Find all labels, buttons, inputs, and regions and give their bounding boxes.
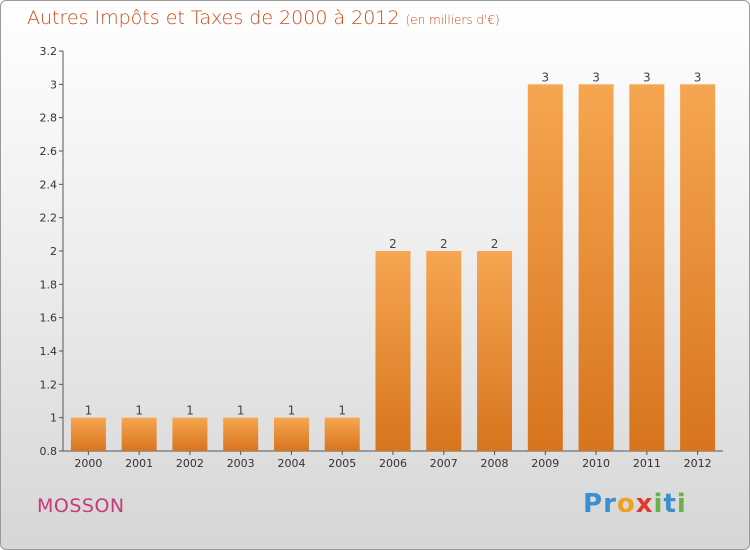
y-tick-label: 1.4 xyxy=(40,345,58,358)
data-label: 1 xyxy=(338,404,346,418)
logo-letter: r xyxy=(603,489,617,519)
chart-subtitle: (en milliers d'€) xyxy=(405,13,500,27)
logo-letter: t xyxy=(663,489,677,519)
x-tick-label: 2008 xyxy=(481,457,509,470)
x-tick-label: 2006 xyxy=(379,457,407,470)
logo-letter: i xyxy=(653,489,664,519)
x-tick-label: 2009 xyxy=(531,457,559,470)
bar xyxy=(578,84,614,451)
logo-letter: P xyxy=(583,489,604,519)
bar xyxy=(426,251,462,451)
y-tick-label: 2.4 xyxy=(40,178,58,191)
commune-name: MOSSON xyxy=(37,495,125,517)
data-label: 1 xyxy=(85,404,93,418)
x-tick-label: 2001 xyxy=(125,457,153,470)
proxiti-logo[interactable]: Proxiti xyxy=(583,489,687,519)
y-tick-label: 1.2 xyxy=(40,378,58,391)
x-tick-label: 2010 xyxy=(582,457,610,470)
y-tick-label: 1.8 xyxy=(40,278,58,291)
bar xyxy=(121,417,157,451)
data-label: 3 xyxy=(541,70,549,84)
data-label: 3 xyxy=(643,70,651,84)
data-label: 1 xyxy=(237,404,245,418)
x-tick-label: 2012 xyxy=(684,457,712,470)
y-tick-label: 2 xyxy=(50,245,57,258)
bar xyxy=(223,417,259,451)
logo-letter: i xyxy=(676,489,687,519)
bar xyxy=(70,417,106,451)
bar xyxy=(527,84,563,451)
data-label: 3 xyxy=(694,70,702,84)
x-tick-label: 2011 xyxy=(633,457,661,470)
chart-title: Autres Impôts et Taxes de 2000 à 2012 (en… xyxy=(27,7,500,29)
data-label: 1 xyxy=(186,404,194,418)
y-tick-label: 1 xyxy=(50,412,57,425)
chart-title-text: Autres Impôts et Taxes de 2000 à 2012 xyxy=(27,7,400,29)
y-tick-label: 1.6 xyxy=(40,312,58,325)
y-tick-label: 2.8 xyxy=(40,112,58,125)
y-tick-label: 2.6 xyxy=(40,145,58,158)
x-tick-label: 2007 xyxy=(430,457,458,470)
bar xyxy=(324,417,360,451)
x-tick-label: 2004 xyxy=(277,457,305,470)
y-tick-label: 3.2 xyxy=(40,45,58,58)
y-tick-label: 2.2 xyxy=(40,212,58,225)
y-tick-label: 3 xyxy=(50,78,57,91)
x-tick-label: 2000 xyxy=(74,457,102,470)
bar xyxy=(629,84,665,451)
x-tick-label: 2005 xyxy=(328,457,356,470)
x-tick-label: 2002 xyxy=(176,457,204,470)
logo-letter: o xyxy=(616,489,636,519)
data-label: 1 xyxy=(288,404,296,418)
logo-letter: x xyxy=(635,489,654,519)
data-label: 2 xyxy=(491,237,499,251)
x-tick-label: 2003 xyxy=(227,457,255,470)
bar xyxy=(172,417,208,451)
bar xyxy=(375,251,411,451)
data-label: 3 xyxy=(592,70,600,84)
data-label: 1 xyxy=(135,404,143,418)
bar xyxy=(273,417,309,451)
data-label: 2 xyxy=(440,237,448,251)
y-tick-label: 0.8 xyxy=(40,445,58,458)
data-label: 2 xyxy=(389,237,397,251)
bar xyxy=(680,84,716,451)
bar xyxy=(477,251,513,451)
